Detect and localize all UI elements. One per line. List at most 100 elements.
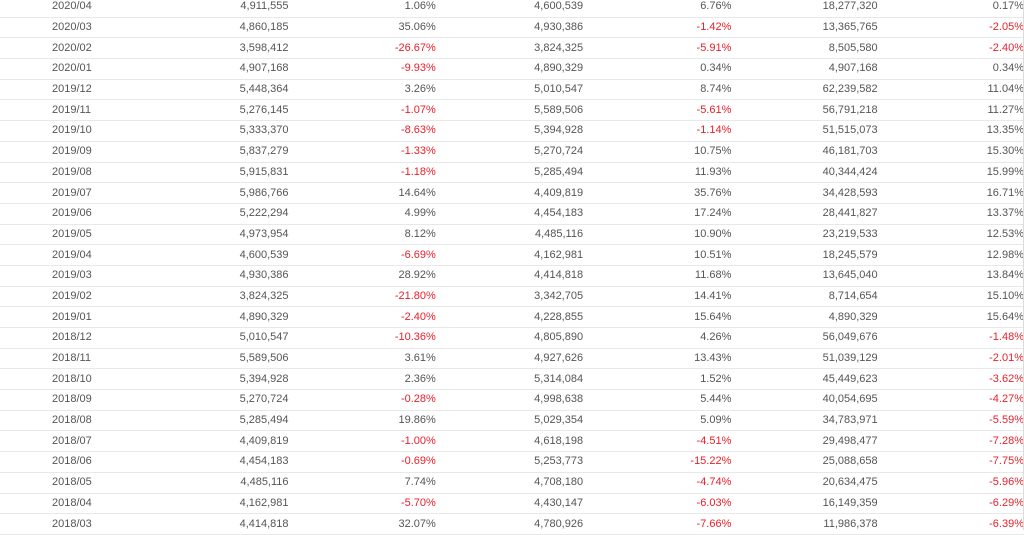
table-row: 2018/05 4,485,116 7.74% 4,708,180 -4.74% 20,6… <box>0 472 1024 494</box>
cell-change-a: -10.36% <box>288 327 436 349</box>
cell-change-b: 6.76% <box>583 0 732 18</box>
cell-change-b: -1.42% <box>583 17 732 39</box>
table-row: 2019/04 4,600,539 -6.69% 4,162,981 10.51% 18,… <box>0 244 1024 266</box>
cell-change-a: 7.74% <box>288 472 436 494</box>
table-row: 2019/12 5,448,364 3.26% 5,010,547 8.74% 62,23… <box>0 79 1024 101</box>
table-row: 2018/04 4,162,981 -5.70% 4,430,147 -6.03% 16,… <box>0 493 1024 515</box>
cell-value-a: 3,598,412 <box>153 37 289 60</box>
cell-month: 2020/01 <box>0 58 154 80</box>
cell-value-b: 3,824,325 <box>435 37 584 60</box>
cell-change-b: 15.64% <box>583 306 732 328</box>
cell-change-b: 11.68% <box>583 265 732 287</box>
cell-value-b: 4,780,926 <box>435 513 584 535</box>
cell-month: 2018/12 <box>0 327 154 349</box>
cell-cumulative: 46,181,703 <box>731 141 878 163</box>
cell-change-b: 5.09% <box>583 410 732 432</box>
cell-change-c: 15.64% <box>877 306 1024 328</box>
cell-month: 2018/09 <box>0 389 154 411</box>
cell-change-c: 13.35% <box>877 120 1024 142</box>
cell-month: 2019/08 <box>0 162 154 184</box>
cell-change-c: 15.30% <box>877 141 1024 163</box>
cell-value-a: 4,409,819 <box>153 430 289 453</box>
cell-value-b: 4,228,855 <box>435 306 584 328</box>
cell-change-a: -0.28% <box>288 389 436 411</box>
cell-cumulative: 23,219,533 <box>731 224 878 246</box>
cell-value-b: 4,618,198 <box>435 430 584 453</box>
cell-cumulative: 11,986,378 <box>731 513 878 535</box>
cell-value-a: 4,485,116 <box>153 472 289 494</box>
cell-change-a: 8.12% <box>288 224 436 246</box>
cell-value-b: 4,805,890 <box>435 327 584 349</box>
cell-value-b: 4,998,638 <box>435 389 584 411</box>
cell-change-c: -1.48% <box>877 327 1024 349</box>
cell-month: 2018/08 <box>0 410 154 432</box>
cell-change-c: -6.29% <box>877 493 1024 515</box>
cell-month: 2018/10 <box>0 368 154 391</box>
cell-value-a: 5,333,370 <box>153 120 289 142</box>
cell-cumulative: 20,634,475 <box>731 472 878 494</box>
cell-change-a: -0.69% <box>288 451 436 473</box>
cell-value-b: 3,342,705 <box>435 286 584 308</box>
cell-value-a: 4,860,185 <box>153 17 289 39</box>
cell-value-a: 5,837,279 <box>153 141 289 163</box>
cell-month: 2019/04 <box>0 244 154 266</box>
cell-value-b: 4,890,329 <box>435 58 584 80</box>
cell-value-b: 5,253,773 <box>435 451 584 473</box>
cell-value-a: 5,285,494 <box>153 410 289 432</box>
table-row: 2018/07 4,409,819 -1.00% 4,618,198 -4.51% 29,… <box>0 430 1024 453</box>
cell-value-a: 4,907,168 <box>153 58 289 80</box>
cell-change-a: 1.06% <box>288 0 436 18</box>
cell-change-a: -1.00% <box>288 430 436 453</box>
cell-change-c: -3.62% <box>877 368 1024 391</box>
cell-change-c: 12.98% <box>877 244 1024 266</box>
cell-change-c: -5.96% <box>877 472 1024 494</box>
cell-change-c: 15.10% <box>877 286 1024 308</box>
cell-value-b: 5,589,506 <box>435 99 584 122</box>
cell-value-a: 4,600,539 <box>153 244 289 266</box>
cell-value-b: 4,600,539 <box>435 0 584 18</box>
cell-change-c: -7.28% <box>877 430 1024 453</box>
cell-change-a: -1.07% <box>288 99 436 122</box>
cell-cumulative: 34,783,971 <box>731 410 878 432</box>
cell-change-a: 19.86% <box>288 410 436 432</box>
cell-value-b: 4,409,819 <box>435 182 584 204</box>
cell-value-b: 5,029,354 <box>435 410 584 432</box>
cell-value-a: 5,915,831 <box>153 162 289 184</box>
cell-month: 2020/03 <box>0 17 154 39</box>
cell-change-b: -5.91% <box>583 37 732 60</box>
table-row: 2019/07 5,986,766 14.64% 4,409,819 35.76% 34,… <box>0 182 1024 204</box>
cell-change-b: -1.14% <box>583 120 732 142</box>
cell-cumulative: 56,791,218 <box>731 99 878 122</box>
table-row: 2020/02 3,598,412 -26.67% 3,824,325 -5.91% 8,… <box>0 37 1024 60</box>
cell-cumulative: 18,277,320 <box>731 0 878 18</box>
cell-value-a: 4,454,183 <box>153 451 289 473</box>
cell-month: 2018/07 <box>0 430 154 453</box>
cell-value-a: 5,222,294 <box>153 203 289 225</box>
cell-change-b: 1.52% <box>583 368 732 391</box>
cell-change-a: 2.36% <box>288 368 436 391</box>
cell-value-a: 5,276,145 <box>153 99 289 122</box>
cell-change-c: 11.27% <box>877 99 1024 122</box>
cell-change-b: 35.76% <box>583 182 732 204</box>
cell-value-b: 5,010,547 <box>435 79 584 101</box>
cell-value-b: 4,930,386 <box>435 17 584 39</box>
cell-value-b: 5,314,084 <box>435 368 584 391</box>
cell-cumulative: 51,039,129 <box>731 348 878 370</box>
cell-change-c: -4.27% <box>877 389 1024 411</box>
cell-cumulative: 56,049,676 <box>731 327 878 349</box>
cell-month: 2018/06 <box>0 451 154 473</box>
cell-change-c: -5.59% <box>877 410 1024 432</box>
cell-change-c: -2.05% <box>877 17 1024 39</box>
cell-change-b: 0.34% <box>583 58 732 80</box>
cell-change-b: 4.26% <box>583 327 732 349</box>
cell-change-b: -15.22% <box>583 451 732 473</box>
cell-change-a: -26.67% <box>288 37 436 60</box>
cell-value-b: 4,414,818 <box>435 265 584 287</box>
cell-month: 2018/11 <box>0 348 154 370</box>
cell-change-b: 8.74% <box>583 79 732 101</box>
cell-change-c: 12.53% <box>877 224 1024 246</box>
cell-value-b: 4,927,626 <box>435 348 584 370</box>
cell-change-b: 10.90% <box>583 224 732 246</box>
cell-change-c: 0.17% <box>877 0 1024 18</box>
